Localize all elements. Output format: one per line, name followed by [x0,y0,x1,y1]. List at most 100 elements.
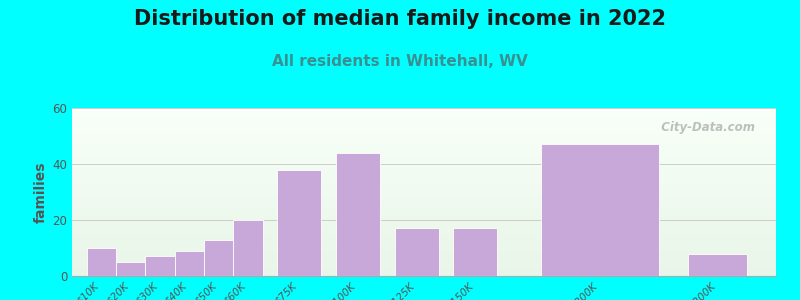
Bar [72,237,776,238]
Bar [72,247,776,248]
Bar [72,129,776,130]
Bar [72,164,776,165]
Bar [72,115,776,116]
Bar [72,165,776,166]
Bar [72,116,776,117]
Bar [72,197,776,198]
Bar [72,133,776,134]
Bar [72,252,776,253]
Bar [72,271,776,272]
Bar [72,127,776,128]
Bar [72,201,776,202]
Bar [72,257,776,258]
Bar [72,245,776,246]
Bar [72,177,776,178]
Bar [72,232,776,233]
Bar [72,187,776,188]
Bar [72,147,776,148]
Bar [72,184,776,185]
Bar [72,238,776,239]
Bar [72,268,776,269]
Bar [72,181,776,182]
Bar [72,182,776,183]
Bar [72,136,776,137]
Bar [72,158,776,159]
Bar [72,196,776,197]
Bar [72,200,776,201]
Bar [72,179,776,180]
Bar [72,151,776,152]
Bar [72,126,776,127]
Bar [116,262,146,276]
Bar [72,161,776,162]
Bar [72,229,776,230]
Bar [72,230,776,231]
Bar [72,175,776,176]
Bar [72,134,776,135]
Bar [72,217,776,218]
Bar [72,264,776,265]
Bar [72,236,776,237]
Bar [72,235,776,236]
Bar [72,121,776,122]
Bar [72,191,776,192]
Bar [72,258,776,259]
Bar [72,239,776,240]
Bar [72,154,776,155]
Bar [174,251,204,276]
Bar [72,153,776,154]
Y-axis label: families: families [34,161,48,223]
Bar [72,270,776,271]
Bar [72,132,776,133]
Bar [72,243,776,244]
Bar [72,152,776,153]
Bar [72,142,776,143]
Bar [72,160,776,161]
Bar [72,231,776,232]
Bar [542,144,658,276]
Bar [72,222,776,223]
Bar [72,113,776,114]
Bar [146,256,174,276]
Bar [72,203,776,204]
Text: Distribution of median family income in 2022: Distribution of median family income in … [134,9,666,29]
Bar [72,124,776,125]
Bar [72,259,776,260]
Bar [72,185,776,186]
Bar [234,220,262,276]
Bar [72,224,776,225]
Bar [72,143,776,144]
Bar [72,163,776,164]
Bar [204,240,234,276]
Bar [72,140,776,141]
Bar [72,170,776,171]
Bar [72,206,776,207]
Bar [72,122,776,123]
Bar [72,241,776,242]
Bar [72,213,776,214]
Bar [72,266,776,267]
Bar [72,195,776,196]
Bar [72,111,776,112]
Bar [86,248,116,276]
Bar [72,138,776,139]
Bar [72,223,776,224]
Bar [72,251,776,252]
Bar [72,150,776,151]
Bar [72,263,776,264]
Bar [72,261,776,262]
Bar [72,225,776,226]
Bar [72,256,776,257]
Bar [72,194,776,195]
Bar [278,169,322,276]
Bar [72,211,776,212]
Bar [72,274,776,275]
Bar [72,226,776,227]
Bar [72,159,776,160]
Bar [72,220,776,221]
Bar [72,186,776,187]
Bar [72,118,776,119]
Bar [72,218,776,219]
Bar [72,146,776,147]
Bar [72,110,776,111]
